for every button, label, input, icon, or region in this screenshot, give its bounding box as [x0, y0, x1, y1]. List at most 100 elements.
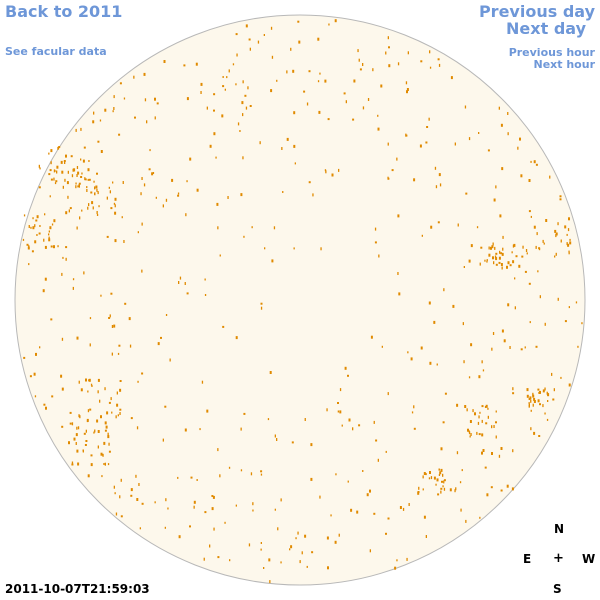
facula-speck: [325, 170, 327, 174]
facula-speck: [474, 412, 476, 416]
facula-speck: [507, 132, 509, 136]
facula-speck: [65, 154, 67, 158]
facula-speck: [119, 380, 122, 382]
facula-speck: [436, 363, 438, 366]
facula-speck: [532, 392, 534, 396]
facula-speck: [408, 503, 410, 506]
facula-speck: [319, 495, 321, 499]
facula-speck: [520, 348, 523, 351]
facula-speck: [26, 243, 29, 246]
facula-speck: [560, 376, 562, 379]
see-facular-data-link[interactable]: See facular data: [5, 45, 107, 58]
facula-speck: [466, 408, 468, 412]
facula-speck: [35, 352, 37, 356]
facula-speck: [299, 560, 301, 564]
facula-speck: [337, 402, 339, 404]
facula-speck: [92, 206, 94, 210]
facula-speck: [75, 128, 77, 132]
facula-speck: [517, 146, 519, 150]
facula-speck: [110, 292, 113, 295]
facula-speck: [468, 259, 471, 263]
next-hour-link[interactable]: Next hour: [533, 58, 596, 71]
solar-disk: [14, 14, 586, 586]
facula-speck: [216, 202, 219, 206]
facula-speck: [200, 82, 203, 86]
facula-speck: [28, 225, 30, 228]
facula-speck: [413, 405, 415, 409]
facula-speck: [399, 506, 402, 509]
facula-speck: [554, 229, 557, 233]
facula-speck: [577, 345, 579, 348]
facula-speck: [103, 463, 105, 465]
facula-speck: [468, 431, 471, 435]
previous-hour-link[interactable]: Previous hour: [508, 46, 595, 59]
facula-speck: [528, 210, 531, 213]
facula-speck: [467, 428, 469, 432]
facula-speck: [538, 248, 541, 251]
next-day-link[interactable]: Next day: [506, 19, 586, 38]
facula-speck: [164, 405, 167, 408]
facula-speck: [462, 322, 464, 326]
facula-speck: [49, 169, 52, 172]
facula-speck: [353, 79, 356, 83]
previous-day-link[interactable]: Previous day: [478, 2, 595, 21]
facula-speck: [184, 428, 187, 432]
back-to-year-link[interactable]: Back to 2011: [5, 2, 123, 21]
facula-speck: [50, 318, 53, 321]
facula-speck: [75, 185, 77, 189]
facula-speck: [514, 306, 516, 310]
facula-speck: [454, 489, 456, 493]
facula-speck: [114, 197, 117, 201]
facula-speck: [97, 191, 99, 195]
facula-speck: [88, 178, 91, 181]
facula-speck: [260, 302, 263, 305]
facula-speck: [93, 431, 95, 434]
facula-speck: [542, 389, 545, 393]
facula-speck: [317, 37, 320, 41]
facula-speck: [377, 114, 379, 117]
facula-speck: [569, 241, 572, 245]
facula-speck: [34, 395, 37, 398]
facula-speck: [388, 46, 390, 49]
facula-speck: [141, 502, 144, 505]
facula-speck: [53, 169, 56, 173]
facula-speck: [490, 486, 493, 489]
facula-speck: [419, 144, 422, 148]
facula-speck: [442, 421, 445, 424]
facula-speck: [94, 186, 96, 190]
facula-speck: [29, 375, 32, 378]
facula-speck: [240, 469, 243, 472]
facula-speck: [44, 277, 47, 281]
facula-speck: [507, 303, 510, 307]
facula-speck: [243, 412, 246, 415]
facula-speck: [535, 345, 538, 348]
facula-speck: [387, 176, 389, 180]
facula-speck: [481, 405, 484, 408]
facula-speck: [567, 228, 570, 232]
facula-speck: [152, 172, 155, 174]
facula-speck: [495, 435, 497, 439]
facula-speck: [551, 372, 553, 376]
facula-speck: [269, 580, 271, 584]
facula-speck: [91, 201, 94, 205]
facula-speck: [529, 321, 531, 324]
facula-speck: [209, 544, 211, 548]
facula-speck: [82, 159, 85, 163]
facula-speck: [479, 516, 481, 519]
facula-speck: [141, 372, 144, 375]
facula-speck: [114, 211, 117, 215]
facula-speck: [252, 509, 254, 512]
facula-speck: [60, 374, 63, 378]
facula-speck: [320, 247, 322, 251]
facula-speck: [366, 493, 369, 497]
facula-speck: [286, 70, 288, 74]
facula-speck: [472, 409, 474, 413]
facula-speck: [463, 266, 465, 268]
facula-speck: [209, 144, 212, 148]
facula-speck: [219, 254, 221, 257]
facula-speck: [420, 346, 423, 350]
facula-speck: [559, 198, 562, 201]
facula-speck: [506, 484, 509, 488]
facula-speck: [267, 418, 270, 421]
facula-speck: [297, 531, 299, 535]
